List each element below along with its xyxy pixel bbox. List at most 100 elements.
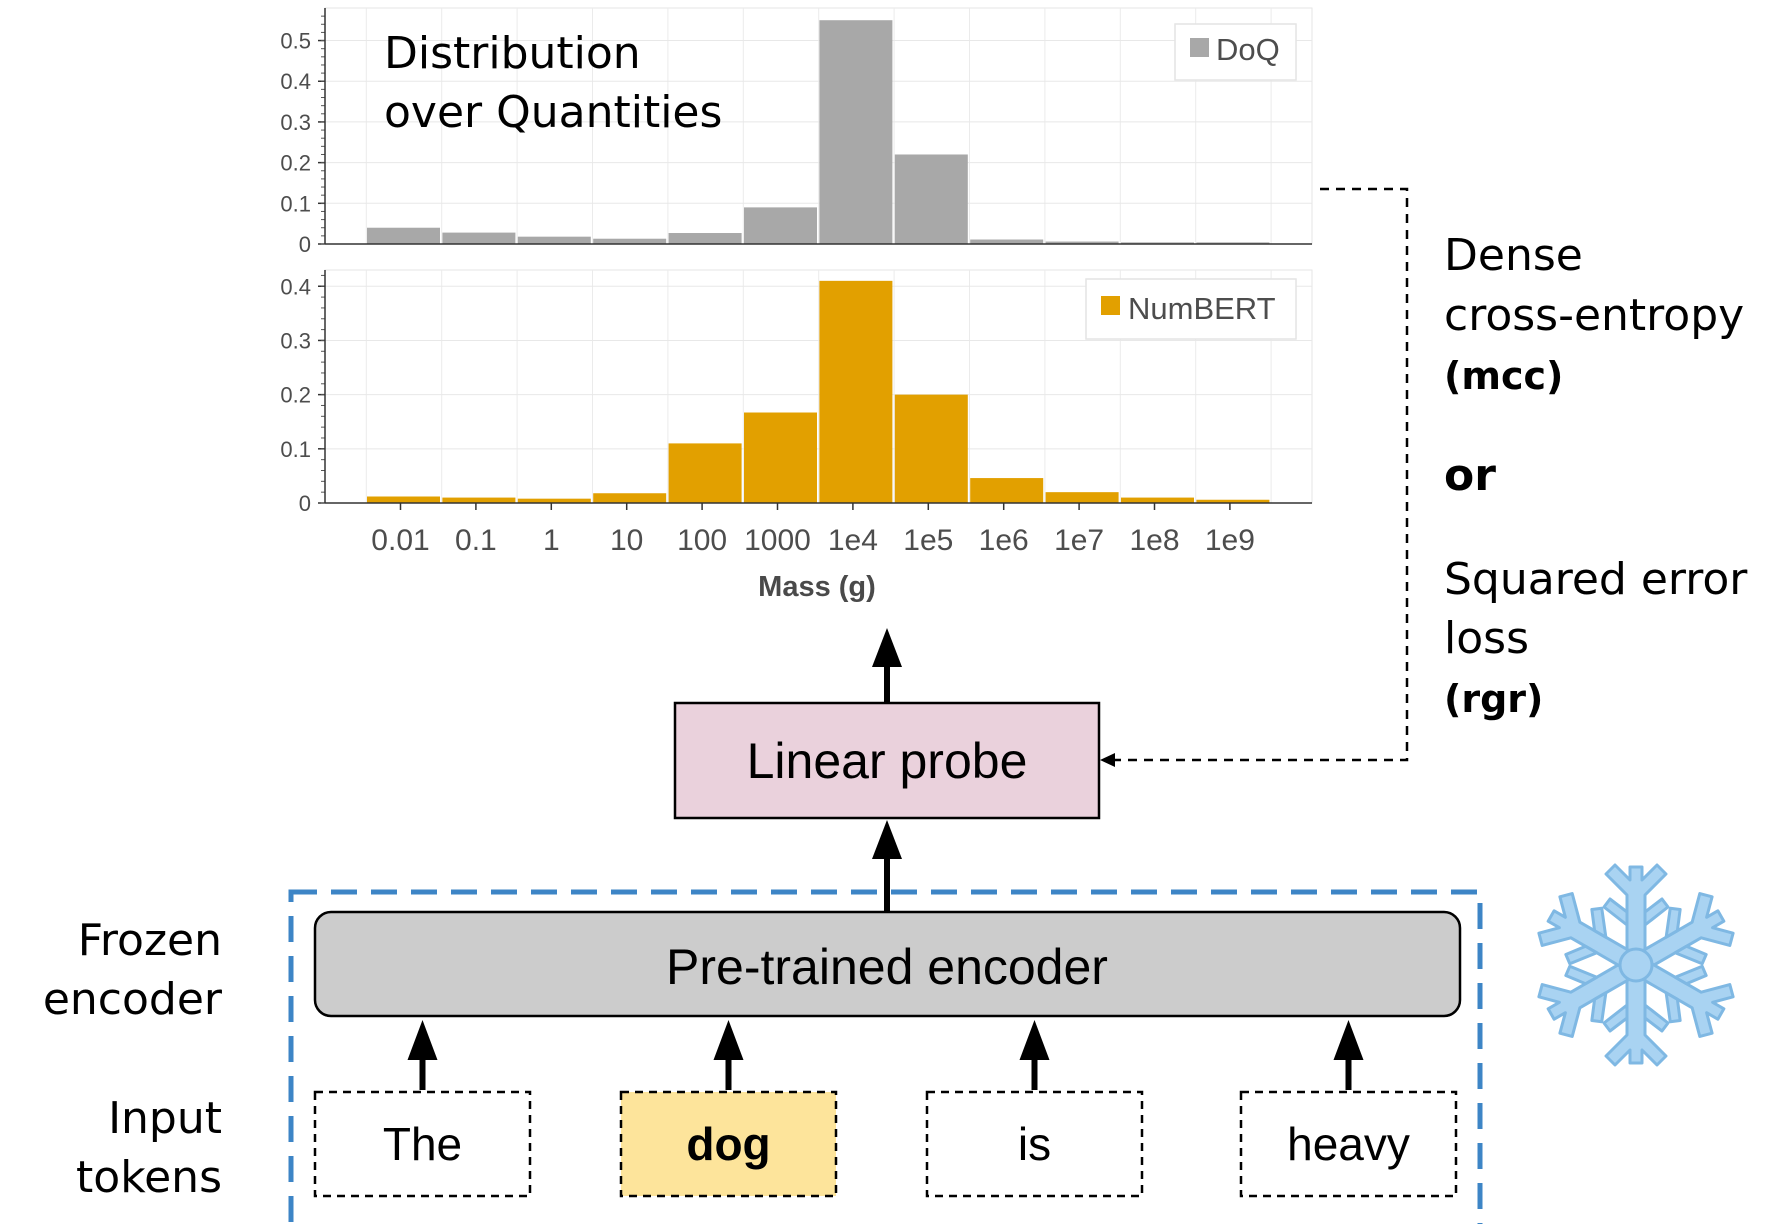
snowflake-arm-shape xyxy=(1634,958,1735,1038)
numbert-legend-label: NumBERT xyxy=(1128,291,1276,326)
numbert-bar-1e5 xyxy=(894,394,968,503)
loss-squared-error-text: Squared error xyxy=(1444,554,1748,605)
snowflake-arm xyxy=(1537,892,1638,972)
doq-bar-1e9 xyxy=(1196,242,1270,244)
token-arrowhead-is xyxy=(1019,1020,1050,1060)
x-tick-label-1: 1 xyxy=(543,524,560,557)
pretrained-encoder-box xyxy=(313,910,1462,1018)
numbert-legend-swatch xyxy=(1101,296,1120,315)
doq-ytick-label: 0.4 xyxy=(280,69,311,94)
snowflake-branch xyxy=(1564,964,1608,1024)
x-axis-tick-labels: 0.01 0.1 1 10 100 1000 1e4 1e5 1e6 1e7 1e8 1e9 xyxy=(371,503,1255,557)
x-tick-label-1e4: 1e4 xyxy=(828,524,878,557)
snowflake-arm xyxy=(1602,968,1670,1067)
loss-rgr-text: (rgr) xyxy=(1444,677,1543,721)
frozen-encoder-label-line-1: Frozen xyxy=(78,915,222,966)
x-tick-label-1000: 1000 xyxy=(744,524,811,557)
loss-or-text: or xyxy=(1444,450,1496,501)
probe-to-chart-arrowhead xyxy=(872,628,902,667)
x-tick-label-1e5: 1e5 xyxy=(903,524,953,557)
numbert-bar-10 xyxy=(593,493,667,503)
snowflake-center xyxy=(1618,947,1654,983)
x-tick-label-1e9: 1e9 xyxy=(1205,524,1255,557)
doq-ytick-label: 0 xyxy=(299,232,311,257)
x-tick-label-1e6: 1e6 xyxy=(979,524,1029,557)
doq-bar-10 xyxy=(593,238,667,244)
doq-bar-1e5 xyxy=(894,154,968,244)
token-arrowhead-heavy xyxy=(1333,1020,1364,1060)
input-tokens-label-line-2: tokens xyxy=(76,1152,222,1203)
numbert-ytick-label: 0.4 xyxy=(280,274,311,299)
snowflake-arm-shape xyxy=(1604,863,1668,962)
token-arrowhead-dog xyxy=(713,1020,744,1060)
x-axis-label: Mass (g) xyxy=(758,571,876,603)
frozen-region-border xyxy=(288,889,1483,1224)
chart-title-line-1: Distribution xyxy=(384,28,641,79)
input-tokens-label-line-1: Input xyxy=(108,1093,222,1144)
encoder-to-probe-arrowhead xyxy=(872,820,902,859)
doq-bar-1000 xyxy=(744,207,817,244)
doq-bar-1e8 xyxy=(1121,242,1194,244)
token-box-heavy xyxy=(1239,1090,1458,1198)
chart-title-line-2: over Quantities xyxy=(384,87,722,138)
frozen-encoder-label-line-2: encoder xyxy=(43,974,223,1025)
x-tick-label-1e8: 1e8 xyxy=(1129,524,1179,557)
snowflake-branch xyxy=(1664,964,1708,1024)
linear-probe-box xyxy=(673,701,1101,820)
loss-connector-arrowhead xyxy=(1100,753,1115,767)
token-box-dog xyxy=(619,1090,838,1198)
doq-ytick-label: 0.5 xyxy=(280,29,311,54)
numbert-bar-100 xyxy=(668,443,742,503)
doq-bar-1e6 xyxy=(970,239,1044,244)
doq-bar-1 xyxy=(517,236,591,244)
token-text-dog: dog xyxy=(686,1118,770,1170)
doq-bar-0.1 xyxy=(442,232,516,244)
loss-mcc-text: (mcc) xyxy=(1444,354,1563,398)
token-text-The: The xyxy=(383,1118,462,1170)
x-tick-label-0.1: 0.1 xyxy=(455,524,497,557)
doq-ytick-label: 0.1 xyxy=(280,191,311,216)
input-tokens: The dog is heavy xyxy=(313,1020,1458,1198)
loss-description: Dense cross-entropy (mcc) or Squared err… xyxy=(1444,230,1748,721)
pretrained-encoder-label: Pre-trained encoder xyxy=(666,939,1108,995)
snowflake-icon xyxy=(1537,863,1735,1067)
numbert-histogram: 0 0.1 0.2 0.3 0.4 xyxy=(280,269,1313,516)
snowflake-branch xyxy=(1602,897,1670,927)
numbert-ytick-label: 0.3 xyxy=(280,328,311,353)
numbert-ytick-label: 0.1 xyxy=(280,437,311,462)
doq-legend-swatch xyxy=(1190,38,1209,57)
numbert-bar-1e8 xyxy=(1121,497,1194,503)
doq-legend-label: DoQ xyxy=(1216,32,1280,67)
doq-bar-1e7 xyxy=(1045,241,1119,244)
snowflake-branch xyxy=(1664,906,1708,966)
x-tick-label-0.01: 0.01 xyxy=(371,524,429,557)
token-box-is xyxy=(925,1090,1144,1198)
doq-ytick-label: 0.3 xyxy=(280,110,311,135)
numbert-bar-1e9 xyxy=(1196,499,1270,503)
numbert-bar-1e4 xyxy=(819,280,893,503)
doq-legend: DoQ xyxy=(1174,23,1297,81)
doq-bar-0.01 xyxy=(367,227,440,244)
snowflake-arm xyxy=(1537,958,1638,1038)
numbert-ytick-label: 0 xyxy=(299,491,311,516)
doq-ytick-label: 0.2 xyxy=(280,151,311,176)
token-arrowhead-The xyxy=(407,1020,438,1060)
snowflake-arm-shape xyxy=(1604,968,1668,1067)
x-tick-label-1e7: 1e7 xyxy=(1054,524,1104,557)
numbert-legend: NumBERT xyxy=(1085,278,1297,340)
token-box-The xyxy=(313,1090,532,1198)
snowflake-arm xyxy=(1634,892,1735,972)
loss-connector-line xyxy=(1112,187,1409,762)
x-tick-label-10: 10 xyxy=(610,524,643,557)
snowflake-arm xyxy=(1634,958,1735,1038)
numbert-bar-0.1 xyxy=(442,497,516,503)
snowflake-arm-shape xyxy=(1537,892,1638,972)
doq-histogram: 0 0.1 0.2 0.3 0.4 0.5 xyxy=(280,7,1313,257)
snowflake-branch xyxy=(1602,1003,1670,1033)
numbert-bar-0.01 xyxy=(367,496,440,503)
loss-dense-text: Dense xyxy=(1444,230,1583,281)
numbert-bar-1000 xyxy=(744,412,817,503)
snowflake-arm xyxy=(1602,863,1670,962)
x-tick-label-100: 100 xyxy=(677,524,727,557)
